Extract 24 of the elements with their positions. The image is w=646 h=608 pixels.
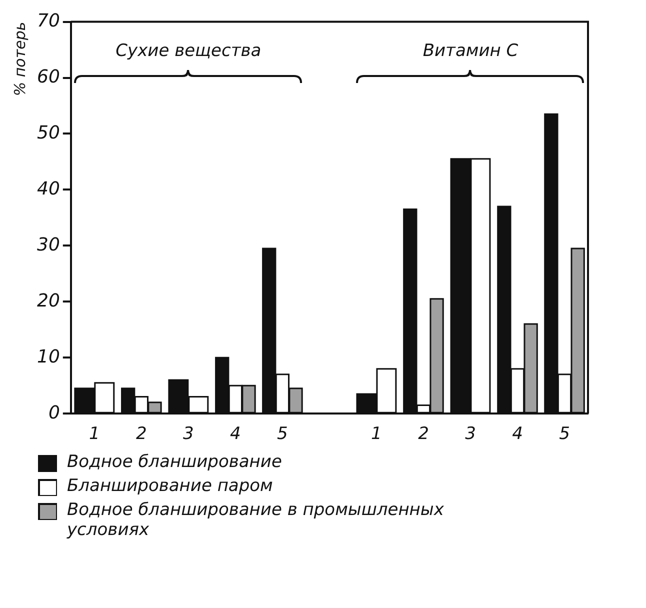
y-tick-label: 70	[37, 10, 60, 32]
x-tick-label: 1	[88, 424, 100, 444]
y-tick-label: 40	[37, 178, 60, 200]
y-tick-label: 20	[37, 290, 60, 312]
y-axis-title: % потерь	[10, 22, 29, 96]
x-tick-label: 5	[277, 424, 288, 444]
x-tick-label: 2	[136, 424, 147, 444]
x-tick-label: 5	[559, 424, 570, 444]
x-tick-label: 3	[465, 424, 476, 444]
x-tick-label: 4	[230, 424, 241, 444]
y-tick-label: 0	[48, 402, 60, 424]
x-tick-label: 1	[371, 424, 382, 444]
annotation: Сухие вещества	[116, 41, 262, 62]
x-tick-label: 2	[418, 424, 429, 444]
x-tick-label: 4	[512, 424, 523, 444]
y-tick-label: 30	[37, 234, 60, 256]
y-tick-label: 60	[37, 66, 60, 88]
y-tick-label: 50	[37, 122, 60, 144]
legend-label: Водное бланширование в промышленных условиях	[67, 500, 445, 540]
legend-label: Бланширование паром	[67, 476, 273, 496]
y-tick-label: 10	[37, 346, 60, 368]
legend-label: Водное бланширование	[67, 452, 282, 472]
x-tick-label: 3	[183, 424, 194, 444]
annotation: Витамин С	[422, 41, 518, 62]
